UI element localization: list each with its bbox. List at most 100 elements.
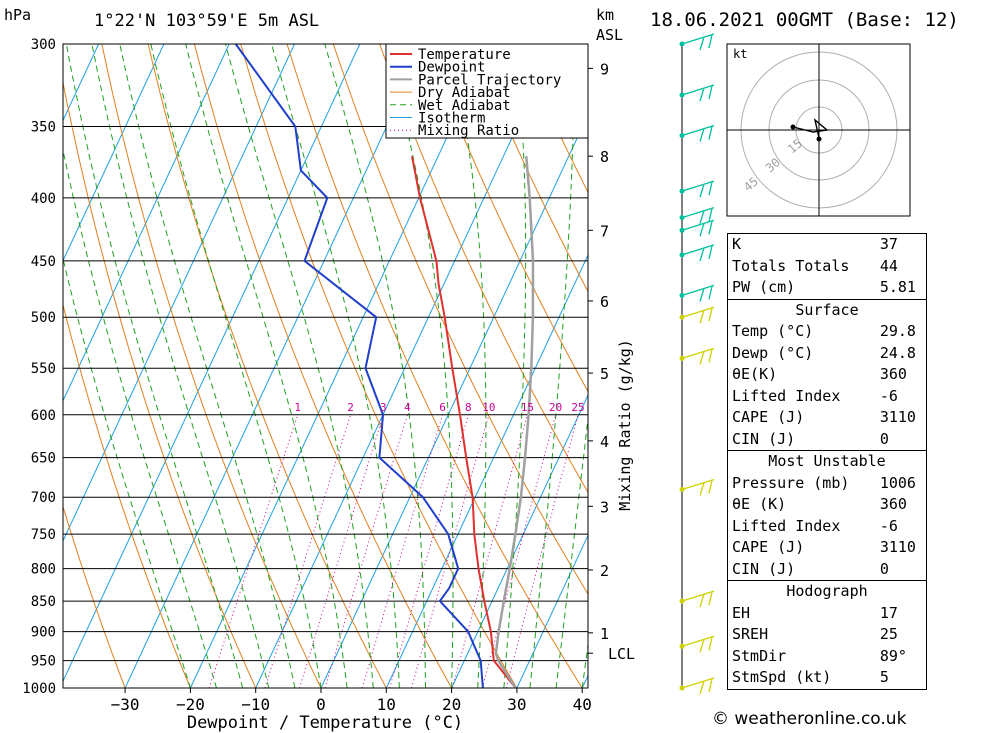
index-value: 37	[879, 235, 898, 253]
mixing-ratio-label: 3	[380, 401, 387, 414]
index-value: 89°	[879, 646, 907, 665]
mixing-ratio-line	[505, 414, 579, 688]
wind-barb-icon	[681, 219, 715, 237]
dry-adiabat-line	[471, 44, 588, 293]
index-row: CAPE (J) 3110	[728, 537, 927, 559]
temperature-tick-label: 0	[316, 695, 326, 714]
mixing-ratio-label: 4	[404, 401, 411, 414]
index-value: 0	[879, 559, 889, 578]
temperature-line	[411, 156, 517, 688]
index-label: StmSpd (kt)	[732, 668, 832, 686]
index-label: PW (cm)	[732, 278, 796, 296]
wet-adiabat-line	[385, 44, 454, 688]
parcel-trajectory-line	[494, 156, 535, 688]
height-tick-label: 6	[600, 293, 609, 311]
index-row: θE (K) 360	[728, 494, 927, 516]
wind-barb-icon	[681, 124, 715, 142]
dry-adiabat-line	[240, 44, 518, 688]
pressure-tick-label: 300	[31, 37, 56, 53]
index-value: 5.81	[879, 278, 916, 296]
isotherm-line	[451, 394, 588, 688]
pressure-tick-label: 450	[31, 254, 56, 270]
isotherm-line	[124, 44, 426, 688]
indices-table: K 37 Totals Totals 44 PW (cm) 5.81 Surface Temp…	[727, 233, 927, 690]
footer-credit: © weatheronline.co.uk	[712, 709, 907, 729]
index-label: θE(K)	[732, 365, 778, 383]
legend-entry: Dry Adiabat	[418, 85, 511, 101]
pressure-tick-label: 600	[31, 408, 56, 424]
index-row: K 37	[728, 234, 927, 256]
index-label: Hodograph	[727, 580, 927, 603]
mixing-ratio-label: 25	[571, 401, 584, 414]
index-row: StmSpd (kt) 5	[728, 667, 927, 689]
wind-barb-icon	[681, 244, 715, 262]
dewpoint-line	[234, 44, 484, 688]
index-value: 1006	[879, 473, 916, 492]
index-row: PW (cm) 5.81	[728, 277, 927, 299]
pressure-tick-label: 850	[31, 594, 56, 610]
isotherm-line	[63, 44, 165, 262]
index-label: Pressure (mb)	[732, 473, 850, 492]
index-row: Pressure (mb) 1006	[728, 473, 927, 495]
mixing-ratio-label: 20	[549, 401, 562, 414]
wet-adiabat-line	[450, 44, 487, 688]
index-row: CAPE (J) 3110	[728, 407, 927, 429]
temperature-tick-label: −10	[241, 695, 270, 714]
mixing-ratio-axis-title: Mixing Ratio (g/kg)	[616, 339, 634, 511]
height-axis: 9 8 7 6 5 4 3 2 1 LCL	[588, 60, 635, 663]
height-tick-label: 8	[600, 148, 609, 166]
index-label: CIN (J)	[732, 559, 796, 578]
height-tick-label: 4	[600, 433, 609, 451]
pressure-tick-label: 750	[31, 527, 56, 543]
wind-barb-icon	[681, 347, 715, 365]
x-axis-title: Dewpoint / Temperature (°C)	[187, 713, 463, 733]
plot-frame	[62, 43, 589, 689]
index-label: CIN (J)	[732, 429, 796, 448]
dry-adiabat-line	[425, 44, 588, 393]
index-label: Totals Totals	[732, 256, 850, 275]
pressure-tick-label: 800	[31, 562, 56, 578]
temperature-tick-label: 20	[442, 695, 461, 714]
index-label: SREH	[732, 625, 769, 643]
isotherm-line	[63, 44, 361, 683]
isotherm-line	[255, 44, 557, 688]
legend-entry: Isotherm	[418, 111, 485, 127]
wet-adiabat-line	[503, 44, 527, 688]
mixing-ratio-label: 8	[465, 401, 472, 414]
index-row: StmDir 89°	[728, 646, 927, 668]
index-row: Dewp (°C) 24.8	[728, 343, 927, 365]
mixing-ratio-label: 6	[439, 401, 446, 414]
pressure-tick-label: 350	[31, 119, 56, 135]
temperature-tick-label: −30	[111, 695, 140, 714]
isotherm-line	[320, 113, 588, 688]
index-value: 360	[879, 365, 907, 383]
wind-barb-icon	[681, 306, 715, 324]
wind-barb-icon	[681, 206, 715, 224]
pressure-tick-label: 950	[31, 654, 56, 670]
wind-barb-icon	[681, 284, 715, 302]
sounding-series	[234, 44, 535, 688]
isotherm-line	[63, 44, 295, 543]
mixing-ratio-line	[208, 414, 299, 688]
index-label: Most Unstable	[727, 450, 927, 473]
index-label: CAPE (J)	[732, 538, 805, 556]
temperature-tick-label: 30	[507, 695, 526, 714]
isotherm-line	[0, 44, 33, 688]
isotherm-line	[385, 253, 588, 688]
temperature-tick-label: 10	[377, 695, 396, 714]
height-tick-label: 5	[600, 365, 609, 383]
height-tick-label: 7	[600, 222, 609, 240]
height-tick-label: 3	[600, 498, 609, 516]
dry-adiabat-line	[379, 44, 588, 494]
pressure-tick-label: 700	[31, 490, 56, 506]
index-label: K	[732, 235, 742, 253]
datetime-label: 18.06.2021 00GMT (Base: 12)	[650, 9, 959, 31]
index-label: StmDir	[732, 646, 787, 665]
index-row: Lifted Index -6	[728, 516, 927, 538]
hodograph-point	[790, 124, 796, 130]
index-label: Lifted Index	[732, 386, 841, 405]
dry-adiabat-line	[935, 44, 1000, 688]
isobar-lines	[63, 43, 588, 689]
hodograph-trace	[792, 118, 829, 139]
